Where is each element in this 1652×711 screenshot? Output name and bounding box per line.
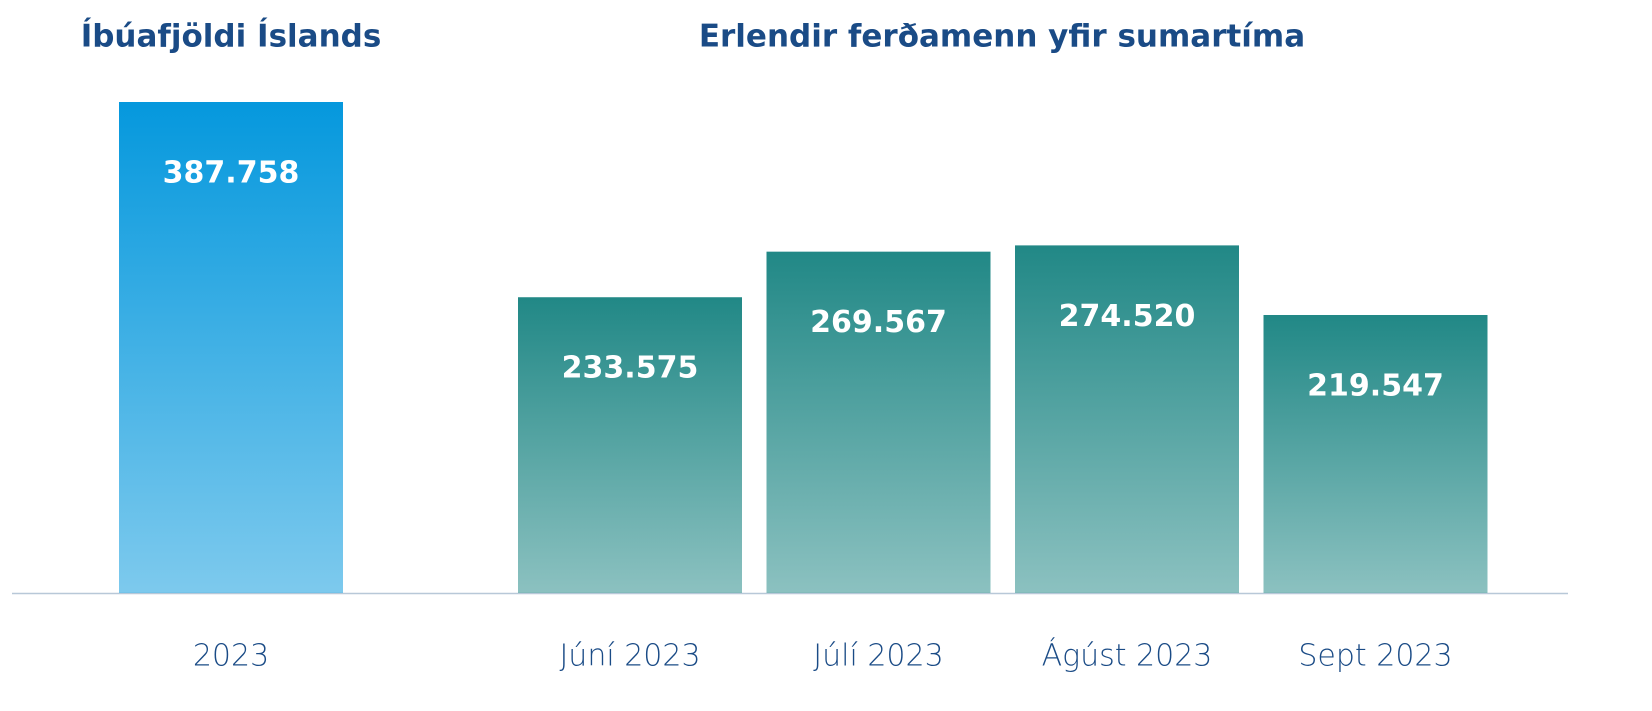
chart-title: Erlendir ferðamenn yfir sumartíma <box>699 19 1305 55</box>
value-label: 219.547 <box>1307 368 1444 403</box>
bar <box>1263 314 1488 593</box>
bar <box>518 297 742 593</box>
x-tick-label: Ágúst 2023 <box>1042 638 1213 674</box>
value-label: 233.575 <box>562 351 699 386</box>
x-tick-label: 2023 <box>193 639 269 674</box>
value-label: 274.520 <box>1059 299 1196 334</box>
bar <box>1015 245 1239 593</box>
value-label: 387.758 <box>163 156 300 191</box>
chart-title: Íbúafjöldi Íslands <box>81 19 382 55</box>
bar <box>119 102 343 593</box>
x-tick-label: Sept 2023 <box>1298 639 1452 674</box>
x-tick-label: Júlí 2023 <box>813 639 943 674</box>
x-tick-label: Júní 2023 <box>559 639 700 674</box>
bar <box>766 251 991 593</box>
value-label: 269.567 <box>810 305 947 340</box>
